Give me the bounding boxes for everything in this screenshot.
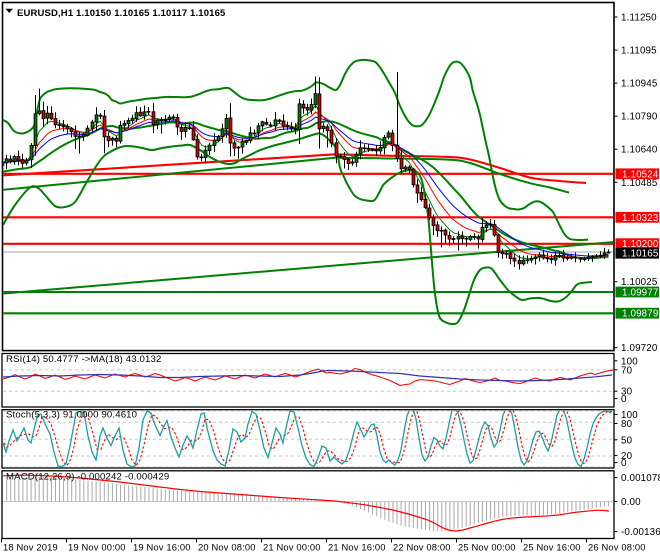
svg-text:1.09977: 1.09977: [622, 288, 658, 299]
svg-text:25 Nov 16:00: 25 Nov 16:00: [523, 542, 581, 553]
svg-text:1.11250: 1.11250: [621, 13, 657, 24]
svg-text:0.00: 0.00: [621, 497, 641, 508]
svg-text:1.09879: 1.09879: [622, 309, 658, 320]
svg-text:RSI(14) 50.4777 ->MA(18) 43.0: RSI(14) 50.4777 ->MA(18) 43.0132: [6, 354, 161, 365]
svg-text:19 Nov 00:00: 19 Nov 00:00: [68, 542, 126, 553]
svg-text:1.10945: 1.10945: [621, 79, 658, 90]
svg-text:1.10025: 1.10025: [621, 277, 658, 288]
svg-text:21 Nov 16:00: 21 Nov 16:00: [328, 542, 386, 553]
svg-text:20: 20: [621, 451, 633, 462]
svg-text:1.10524: 1.10524: [622, 169, 659, 180]
svg-text:1.10640: 1.10640: [621, 145, 658, 156]
svg-text:30: 30: [621, 387, 633, 398]
svg-text:-0.001368: -0.001368: [621, 527, 660, 538]
svg-text:20 Nov 08:00: 20 Nov 08:00: [198, 542, 256, 553]
svg-text:1.10165: 1.10165: [622, 249, 659, 260]
svg-text:1.11095: 1.11095: [621, 46, 657, 57]
svg-text:18 Nov 2019: 18 Nov 2019: [3, 542, 58, 553]
svg-text:70: 70: [621, 365, 633, 376]
svg-text:0: 0: [621, 458, 627, 469]
svg-text:19 Nov 16:00: 19 Nov 16:00: [133, 542, 191, 553]
svg-text:25 Nov 00:00: 25 Nov 00:00: [458, 542, 516, 553]
svg-text:1.09720: 1.09720: [621, 343, 658, 354]
svg-text:Stoch(5,3,3) 91.0000 90.4610: Stoch(5,3,3) 91.0000 90.4610: [6, 410, 137, 421]
svg-text:80: 80: [621, 419, 633, 430]
svg-text:1.10790: 1.10790: [621, 112, 658, 123]
svg-text:26 Nov 08:00: 26 Nov 08:00: [588, 542, 646, 553]
svg-text:100: 100: [621, 410, 638, 421]
svg-text:50: 50: [621, 435, 633, 446]
svg-text:0: 0: [621, 394, 627, 405]
svg-text:1.10323: 1.10323: [622, 213, 659, 224]
svg-text:100: 100: [621, 356, 638, 367]
svg-text:22 Nov 08:00: 22 Nov 08:00: [393, 542, 451, 553]
svg-text:1.10485: 1.10485: [621, 178, 658, 189]
svg-text:1.10200: 1.10200: [622, 239, 659, 250]
svg-text:21 Nov 00:00: 21 Nov 00:00: [263, 542, 321, 553]
svg-text:0.001078: 0.001078: [621, 473, 660, 484]
svg-text:EURUSD,H1 1.10150 1.10165 1.1: EURUSD,H1 1.10150 1.10165 1.10117 1.1016…: [17, 8, 226, 19]
svg-text:MACD(12,26,9) -0.000242 -0.000: MACD(12,26,9) -0.000242 -0.000429: [6, 472, 169, 483]
